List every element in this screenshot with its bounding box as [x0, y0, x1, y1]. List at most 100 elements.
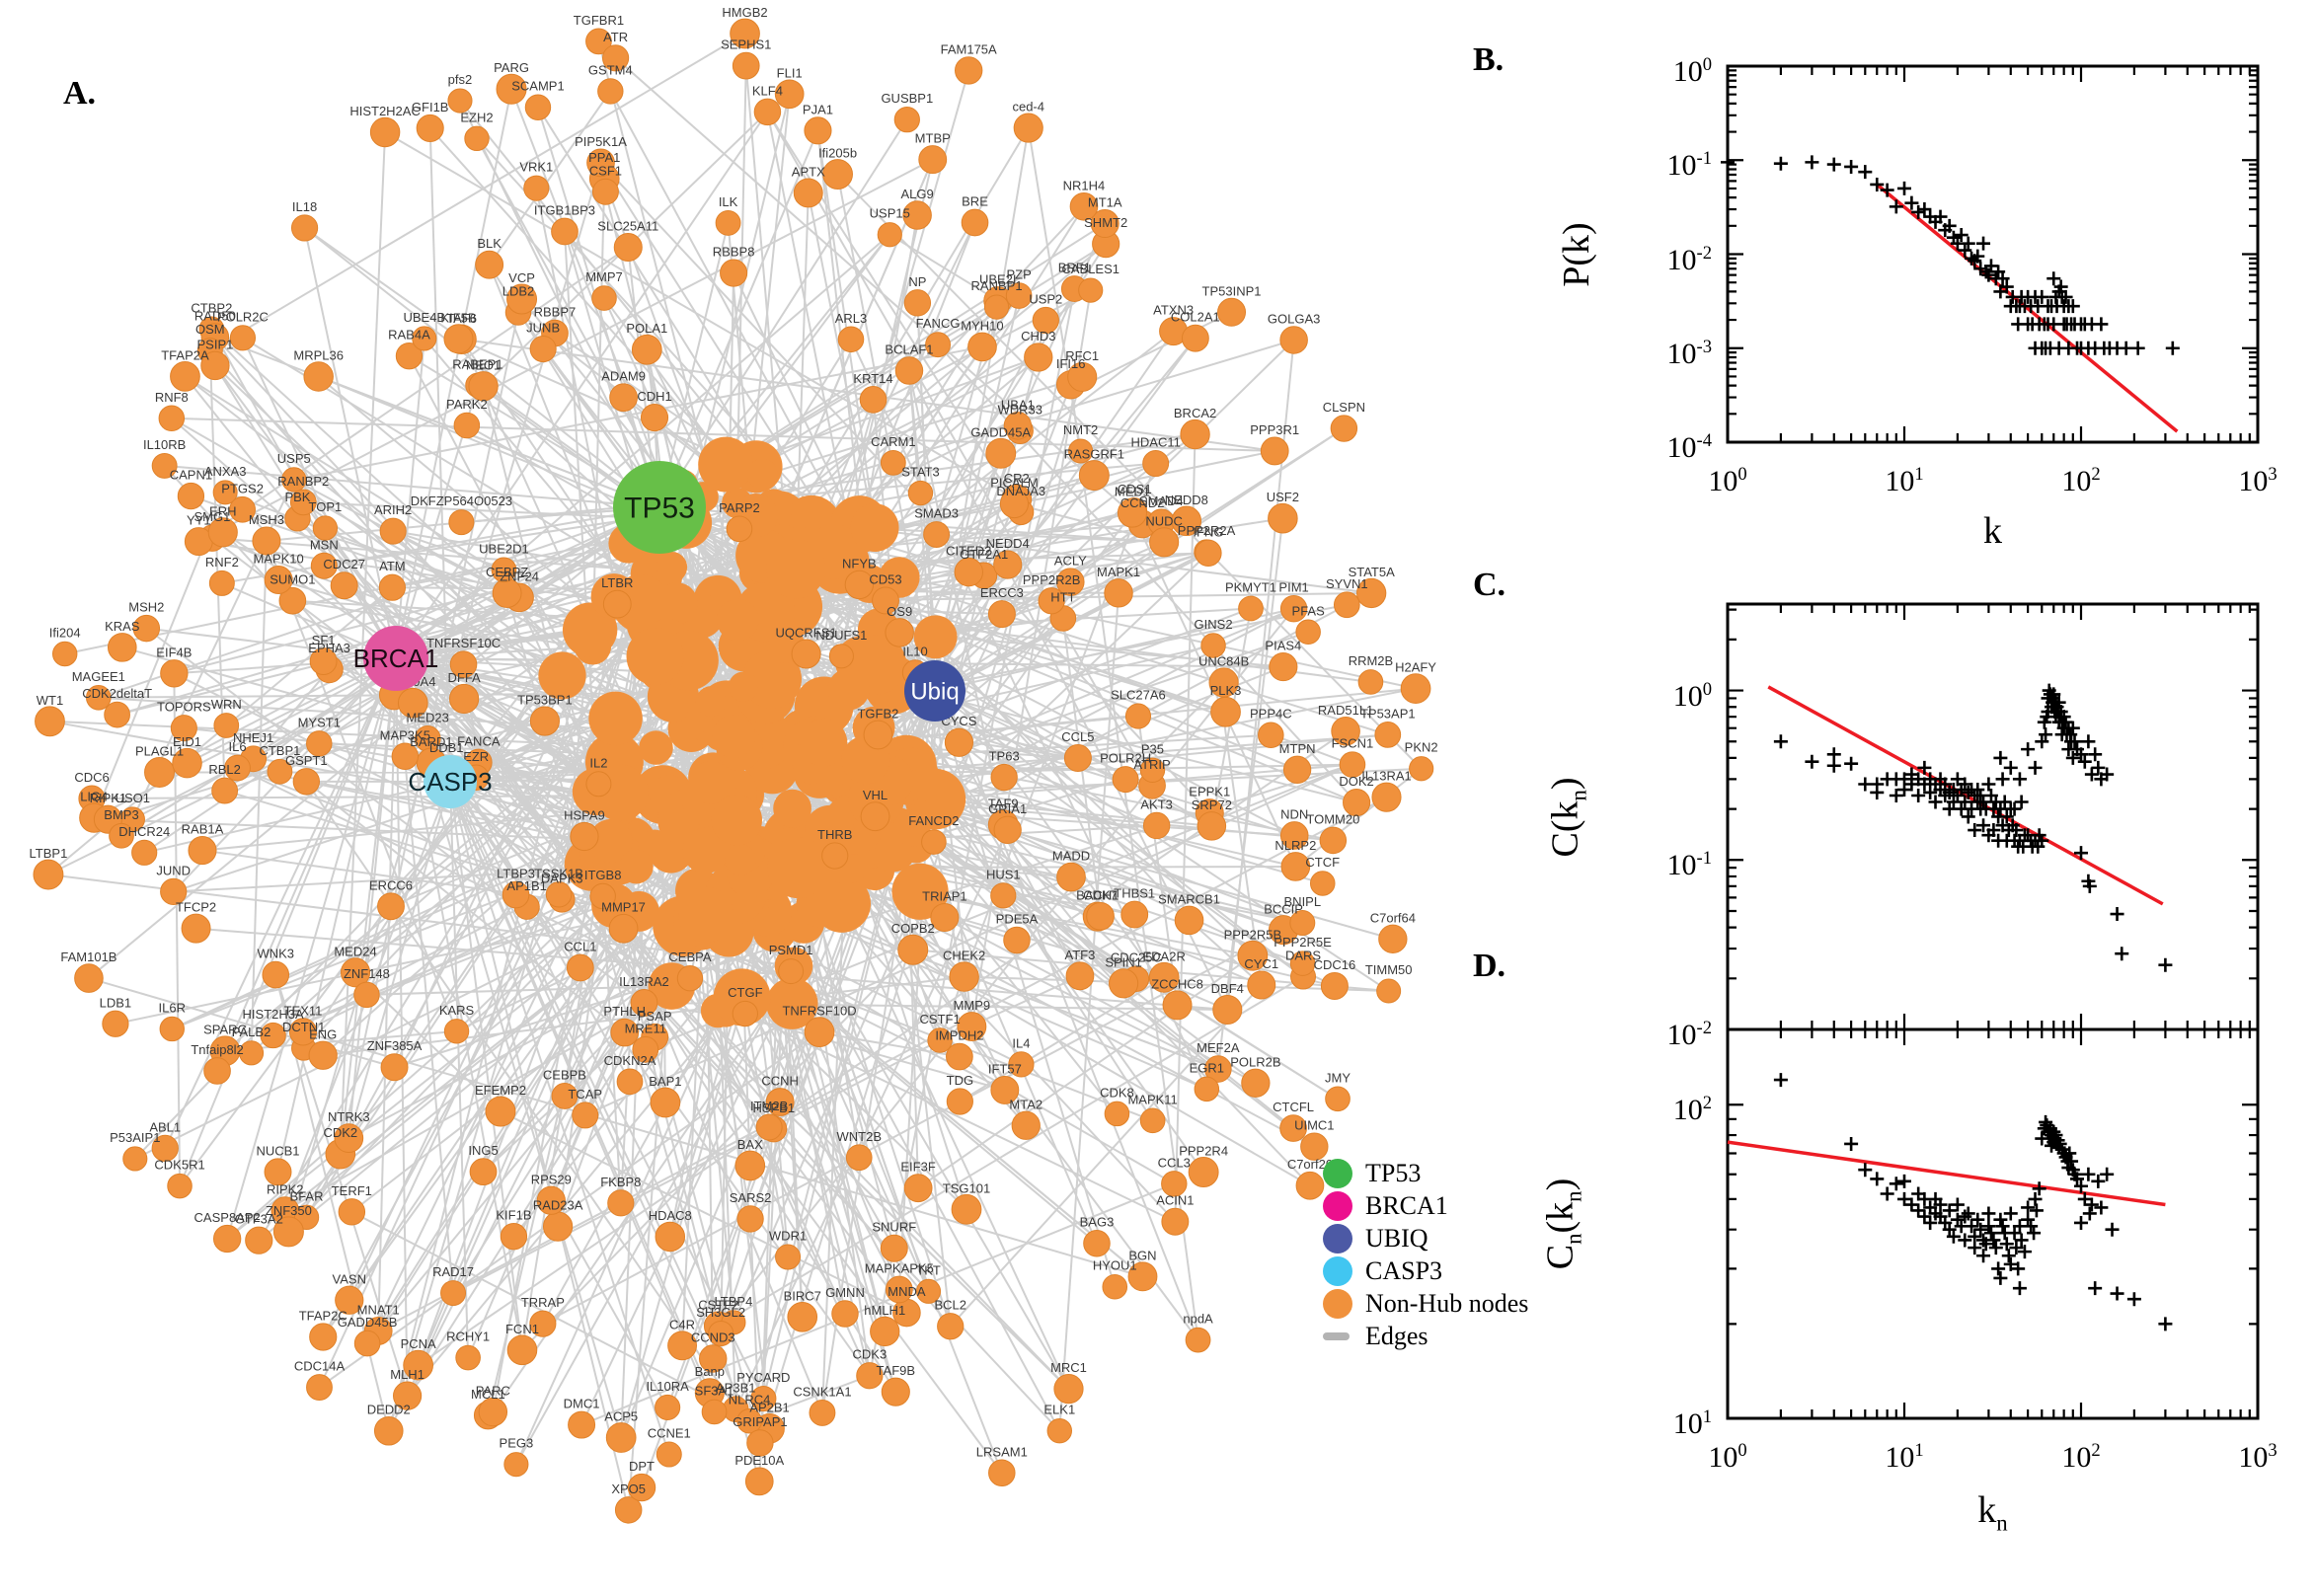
node-label: ATR — [603, 30, 628, 44]
network-node — [1196, 540, 1221, 566]
node-label: OSM — [195, 322, 225, 337]
network-node — [209, 570, 234, 595]
node-label: PARG — [494, 60, 529, 75]
data-points — [1774, 1073, 2173, 1330]
node-label: CDH1 — [637, 389, 671, 404]
node-label: HDAC11 — [1131, 435, 1181, 450]
network-node — [178, 483, 203, 508]
network-node — [543, 1212, 572, 1241]
network-node — [832, 1301, 858, 1327]
network-node — [1296, 1172, 1324, 1199]
network-node — [656, 1222, 684, 1251]
node-label: CDC27 — [323, 557, 365, 571]
network-node — [1375, 722, 1401, 748]
network-node — [598, 79, 623, 104]
node-label: RAB4A — [388, 328, 430, 342]
network-node — [733, 52, 759, 79]
node-label: RIPK1 — [90, 791, 127, 805]
legend-item-brca1: BRCA1 — [1323, 1189, 1528, 1222]
legend-label: TP53 — [1365, 1159, 1421, 1188]
legend-item-tp53: TP53 — [1323, 1157, 1528, 1189]
network-node — [204, 1058, 231, 1085]
node-label: RANBP2 — [277, 474, 329, 489]
network-node — [1150, 528, 1179, 557]
network-node — [945, 728, 972, 756]
network-node — [702, 1400, 727, 1424]
node-label: DMC1 — [564, 1397, 600, 1411]
node-label: CSTF1 — [920, 1012, 961, 1026]
node-label: TEX11 — [284, 1003, 323, 1018]
network-node — [1334, 592, 1359, 618]
network-node — [1197, 812, 1226, 841]
legend-item-non-hub-nodes: Non-Hub nodes — [1323, 1287, 1528, 1320]
node-label: RAD17 — [432, 1264, 474, 1279]
node-label: CCNH — [761, 1073, 799, 1088]
network-node — [1125, 704, 1150, 728]
node-label: NEO1 — [466, 357, 501, 372]
panel-c-label: C. — [1473, 567, 1505, 604]
node-label: CTGF — [728, 985, 762, 1000]
node-label: CEBPA — [668, 950, 711, 964]
node-label: ERH — [209, 503, 236, 518]
node-label: UBE2D1 — [479, 541, 529, 556]
node-label: PARP2 — [719, 500, 760, 515]
node-label: RPS29 — [531, 1172, 572, 1186]
node-label: NTRK3 — [328, 1109, 370, 1124]
node-label: LTBR — [601, 575, 633, 590]
node-label: TRIAP1 — [922, 888, 967, 903]
node-label: FANCA — [457, 733, 501, 748]
network-node — [904, 1175, 932, 1202]
node-label: FAM175A — [941, 41, 997, 56]
network-node — [1211, 697, 1241, 726]
node-label: MSN — [310, 537, 339, 552]
node-label: MRPL36 — [293, 347, 344, 362]
node-label: NMT2 — [1063, 422, 1098, 437]
node-label: LTBP1 — [30, 846, 68, 861]
node-label: FANCD2 — [908, 813, 959, 828]
network-node — [479, 1398, 506, 1425]
node-label: GFI1B — [412, 100, 449, 114]
node-label: CSF1 — [589, 163, 622, 178]
network-node — [1261, 437, 1288, 465]
network-node — [846, 1145, 872, 1171]
node-label: CTCFL — [1273, 1100, 1314, 1114]
node-label: EFEMP2 — [475, 1083, 526, 1098]
network-node — [656, 1395, 680, 1419]
network-node — [938, 1314, 964, 1339]
node-label: KIF1B — [496, 1208, 531, 1223]
node-label: EIF3F — [900, 1160, 935, 1175]
node-label: GMNN — [825, 1285, 865, 1300]
node-label: RAD23A — [533, 1198, 583, 1213]
node-label: POLA1 — [626, 321, 667, 336]
node-label: IL4 — [1012, 1035, 1030, 1050]
axis-ticks — [1728, 66, 2258, 442]
node-label: RFC1 — [1065, 348, 1099, 363]
node-label: SMAD3 — [914, 506, 959, 521]
node-label: RAB1A — [182, 822, 224, 837]
network-node — [950, 962, 978, 991]
node-label: NUCB1 — [256, 1143, 299, 1158]
network-node — [656, 1442, 681, 1467]
node-label: RNF2 — [205, 555, 239, 570]
node-label: PEG3 — [500, 1436, 534, 1451]
node-label: EGR1 — [1190, 1060, 1224, 1075]
network-node — [246, 1227, 272, 1254]
network-node — [871, 1317, 899, 1345]
node-label: GRIPAP1 — [733, 1414, 787, 1429]
network-node — [792, 640, 820, 668]
network-node — [1320, 827, 1347, 854]
node-label: ATRIP — [1133, 757, 1170, 772]
node-label: CEBPZ — [486, 565, 528, 579]
node-label: SNURF — [872, 1220, 916, 1235]
network-node — [1239, 596, 1264, 621]
hub-label-tp53: TP53 — [624, 493, 695, 525]
node-label: TIMM50 — [1365, 962, 1413, 977]
node-label: TGFBR1 — [574, 13, 624, 28]
network-node — [444, 325, 473, 353]
network-node — [1310, 872, 1335, 896]
node-label: IL6R — [159, 1000, 186, 1015]
x-axis-label-d: kn — [1894, 1488, 2092, 1537]
node-label: CD53 — [869, 571, 901, 586]
node-label: PSMD1 — [769, 943, 813, 957]
